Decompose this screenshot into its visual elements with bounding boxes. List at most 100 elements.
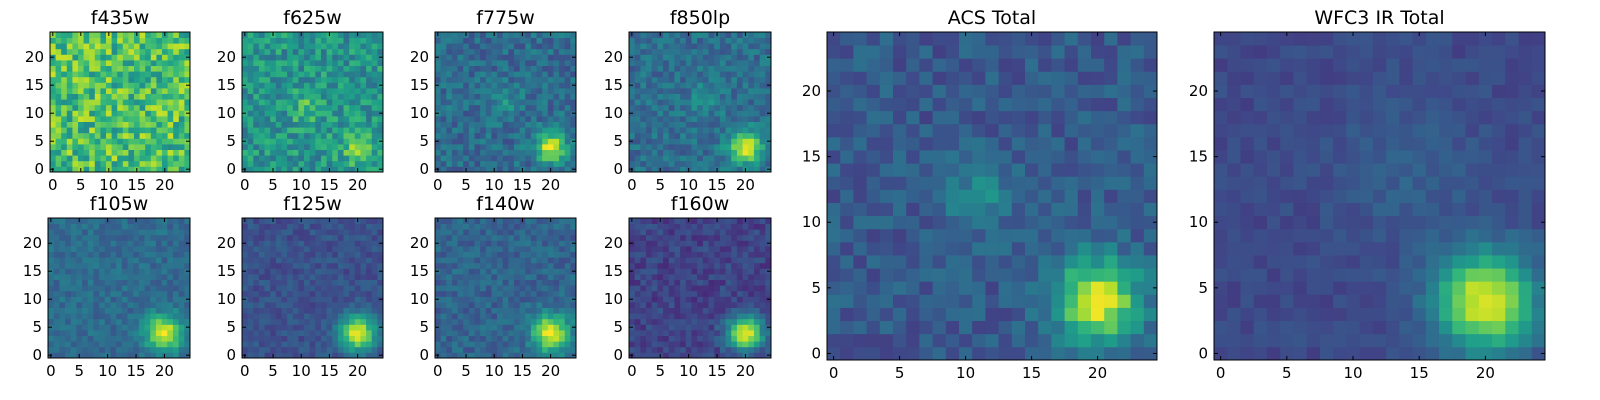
pixel xyxy=(349,54,356,61)
pixel xyxy=(110,302,117,308)
pixel xyxy=(156,60,163,66)
pixel xyxy=(354,121,361,128)
pixel xyxy=(93,279,100,286)
pixel xyxy=(281,262,288,269)
pixel xyxy=(474,302,481,308)
pixel xyxy=(691,127,698,134)
pixel xyxy=(360,149,367,156)
pixel xyxy=(377,234,384,241)
pixel xyxy=(76,330,83,336)
pixel xyxy=(668,60,675,66)
pixel xyxy=(87,307,94,314)
pixel xyxy=(553,155,560,162)
pixel xyxy=(564,324,571,331)
pixel xyxy=(178,155,185,162)
pixel xyxy=(513,82,520,89)
pixel xyxy=(116,268,123,275)
pixel xyxy=(634,268,641,275)
pixel xyxy=(99,285,106,292)
pixel xyxy=(468,48,475,55)
pixel xyxy=(117,99,124,106)
pixel xyxy=(304,54,311,61)
pixel xyxy=(343,116,350,122)
pixel xyxy=(468,144,475,150)
pixel xyxy=(104,234,111,241)
pixel xyxy=(366,121,373,128)
pixel xyxy=(508,116,515,122)
pixel xyxy=(525,352,532,359)
pixel xyxy=(66,60,73,66)
pixel xyxy=(502,268,509,275)
pixel xyxy=(753,104,761,111)
pixel xyxy=(264,155,271,162)
pixel xyxy=(184,251,191,258)
pixel xyxy=(87,218,94,224)
pixel xyxy=(309,279,316,286)
pixel xyxy=(468,60,475,66)
pixel xyxy=(133,251,140,258)
pixel xyxy=(87,290,94,297)
pixel xyxy=(553,279,560,286)
pixel xyxy=(570,76,577,83)
pixel xyxy=(629,132,636,139)
pixel xyxy=(564,229,571,236)
pixel xyxy=(508,48,515,55)
pixel xyxy=(708,166,715,173)
pixel xyxy=(759,76,766,83)
pixel xyxy=(725,346,732,353)
pixel xyxy=(497,346,504,353)
pixel xyxy=(668,335,675,342)
pixel xyxy=(742,318,749,325)
pixel xyxy=(281,330,288,336)
pixel xyxy=(542,251,549,258)
pixel xyxy=(354,138,361,145)
pixel xyxy=(72,110,79,117)
pixel xyxy=(691,76,698,83)
pixel xyxy=(457,324,464,331)
pixel xyxy=(519,138,526,145)
pixel xyxy=(242,257,249,264)
pixel xyxy=(685,307,692,314)
pixel xyxy=(65,324,72,331)
pixel xyxy=(508,352,515,359)
pixel xyxy=(725,99,732,106)
pixel xyxy=(253,251,260,258)
pixel xyxy=(680,166,687,173)
pixel xyxy=(553,246,560,252)
pixel xyxy=(547,223,554,230)
pixel xyxy=(292,229,299,236)
pixel xyxy=(553,104,560,111)
pixel xyxy=(463,93,470,100)
pixel xyxy=(753,166,761,173)
pixel xyxy=(309,110,316,117)
pixel xyxy=(258,54,265,61)
pixel xyxy=(748,138,755,145)
pixel xyxy=(366,48,373,55)
pixel xyxy=(292,149,299,156)
pixel xyxy=(542,32,549,38)
pixel xyxy=(468,279,475,286)
pixel xyxy=(111,65,118,72)
pixel xyxy=(360,302,367,308)
pixel xyxy=(66,166,73,173)
pixel xyxy=(435,307,442,314)
pixel xyxy=(116,307,123,314)
pixel xyxy=(106,155,112,162)
pixel xyxy=(663,60,670,66)
pixel xyxy=(371,268,378,275)
pixel xyxy=(725,149,732,156)
pixel xyxy=(298,138,305,145)
pixel xyxy=(258,246,265,252)
pixel xyxy=(320,99,327,106)
pixel xyxy=(309,144,316,150)
pixel xyxy=(463,76,470,83)
pixel xyxy=(440,246,447,252)
pixel xyxy=(513,116,520,122)
pixel xyxy=(513,121,520,128)
pixel xyxy=(629,155,636,162)
pixel xyxy=(440,99,447,106)
pixel xyxy=(668,330,675,336)
pixel xyxy=(525,48,532,55)
pixel xyxy=(304,166,311,173)
pixel xyxy=(173,127,180,134)
